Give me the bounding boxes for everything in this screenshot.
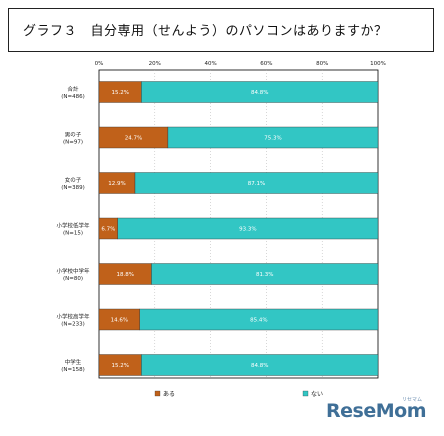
x-tick-label: 40% [204,61,216,67]
data-label-aru: 12.9% [108,181,125,187]
x-tick-label: 0% [95,61,104,67]
bar-nai [141,81,379,103]
bar-nai [134,172,379,194]
legend-label: ある [163,391,175,398]
bar-nai [167,126,379,149]
chart-title: グラフ３ 自分専用（せんよう）のパソコンはありますか？ [23,24,388,39]
x-tick-label: 60% [260,61,272,67]
data-label-aru: 6.7% [101,227,115,233]
watermark-subtext: リセマム [401,397,422,403]
data-label-nai: 84.8% [251,90,268,96]
data-label-nai: 81.3% [256,272,273,278]
bar-nai [151,263,379,285]
category-n-label: (N=158) [61,367,85,373]
category-n-label: (N=15) [63,231,83,237]
category-label: 中学生 [65,358,82,366]
data-label-nai: 75.3% [264,136,281,142]
category-n-label: (N=389) [61,185,85,191]
resemom-logo: ReseMom [326,400,426,422]
category-label: 女の子 [65,176,82,184]
category-label: 男の子 [65,132,82,139]
legend-label: ない [311,391,323,398]
category-label: 小学校低学年 [56,222,90,230]
legend-swatch [302,390,309,397]
bar-nai [139,308,379,331]
bar-nai [117,217,379,240]
x-tick-label: 100% [370,61,386,67]
data-label-aru: 18.8% [116,272,133,278]
chart-title-box: グラフ３ 自分専用（せんよう）のパソコンはありますか？ [8,8,434,52]
data-label-aru: 15.2% [111,90,128,96]
x-tick-label: 20% [149,61,161,67]
category-n-label: (N=80) [63,276,83,282]
data-label-nai: 84.8% [251,363,268,369]
category-label: 合計 [67,85,79,93]
category-label: 小学校高学年 [56,313,90,321]
data-label-nai: 87.1% [248,181,265,187]
x-tick-label: 80% [316,61,328,67]
data-label-nai: 93.3% [239,227,256,233]
data-label-aru: 24.7% [125,136,142,142]
category-n-label: (N=486) [61,94,85,100]
data-label-aru: 15.2% [111,363,128,369]
category-label: 小学校中学年 [56,267,90,275]
category-n-label: (N=97) [63,140,83,146]
legend-swatch [154,390,161,397]
bar-nai [141,354,379,376]
category-n-label: (N=233) [61,322,85,328]
data-label-nai: 85.4% [250,318,267,324]
data-label-aru: 14.6% [111,318,128,324]
